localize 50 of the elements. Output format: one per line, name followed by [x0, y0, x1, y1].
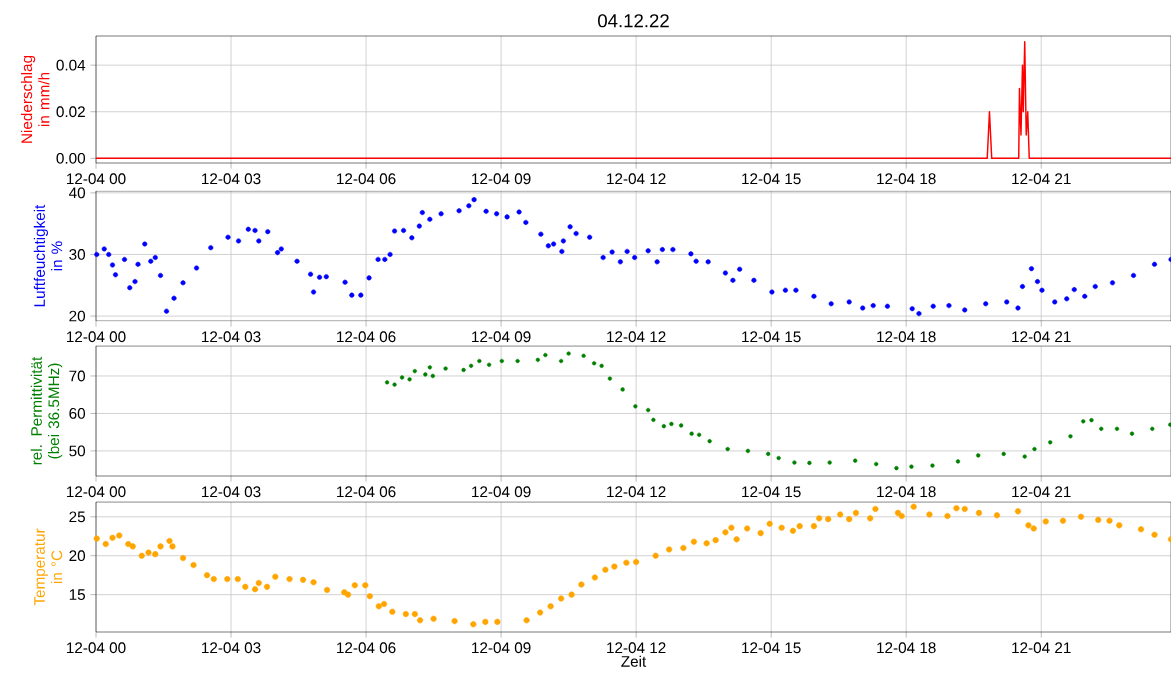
- x-tick-label: 12-04 03: [202, 486, 261, 498]
- x-tick-label: 12-04 15: [742, 331, 801, 343]
- x-tick-label: 12-04 21: [1012, 173, 1071, 185]
- x-tick-label: 12-04 12: [607, 642, 666, 654]
- x-tick-label: 12-04 21: [1012, 331, 1071, 343]
- y-tick-label: 0.04: [56, 59, 86, 71]
- x-tick-label: 12-04 21: [1012, 642, 1071, 654]
- x-tick-label: 12-04 06: [337, 331, 396, 343]
- x-tick-label: 12-04 18: [877, 642, 936, 654]
- y-axis-title: Niederschlag in mm/h: [20, 55, 50, 143]
- y-axis-title: Luftfeuchtigkeit in %: [33, 204, 63, 307]
- x-tick-label: 12-04 06: [337, 486, 396, 498]
- x-tick-label: 12-04 00: [67, 486, 126, 498]
- y-axis-title: rel. Permittivität (bei 36.5MHz): [30, 356, 63, 465]
- x-tick-label: 12-04 00: [67, 331, 126, 343]
- chart-title: 04.12.22: [598, 14, 669, 28]
- x-tick-label: 12-04 03: [202, 642, 261, 654]
- x-tick-label: 12-04 06: [337, 173, 396, 185]
- x-tick-label: 12-04 06: [337, 642, 396, 654]
- y-tick-label: 0.00: [56, 152, 86, 164]
- x-tick-label: 12-04 21: [1012, 486, 1071, 498]
- x-tick-label: 12-04 15: [742, 486, 801, 498]
- x-axis-title: Zeit: [621, 655, 647, 667]
- x-tick-label: 12-04 09: [472, 173, 531, 185]
- x-tick-label: 12-04 03: [202, 331, 261, 343]
- x-tick-label: 12-04 18: [877, 173, 936, 185]
- x-tick-label: 12-04 12: [607, 486, 666, 498]
- x-tick-label: 12-04 12: [607, 173, 666, 185]
- x-tick-label: 12-04 12: [607, 331, 666, 343]
- x-tick-label: 12-04 09: [472, 642, 531, 654]
- y-tick-label: 40: [69, 187, 86, 199]
- x-tick-label: 12-04 03: [202, 173, 261, 185]
- y-tick-label: 0.02: [56, 106, 85, 118]
- x-tick-label: 12-04 18: [877, 331, 936, 343]
- y-tick-label: 50: [69, 445, 86, 457]
- y-tick-label: 30: [69, 249, 86, 260]
- y-tick-label: 20: [69, 550, 86, 562]
- x-tick-label: 12-04 15: [742, 642, 801, 654]
- x-tick-label: 12-04 09: [472, 331, 531, 343]
- y-tick-label: 15: [69, 589, 85, 600]
- y-tick-label: 25: [69, 511, 85, 523]
- y-tick-label: 20: [69, 310, 86, 322]
- y-tick-label: 70: [69, 370, 86, 382]
- x-tick-label: 12-04 00: [67, 642, 126, 654]
- x-tick-label: 12-04 15: [742, 173, 801, 185]
- y-axis-title: Temperatur in °C: [34, 528, 63, 606]
- x-tick-label: 12-04 09: [472, 486, 531, 498]
- x-tick-label: 12-04 00: [67, 173, 126, 185]
- x-tick-label: 12-04 18: [877, 486, 936, 498]
- y-tick-label: 60: [69, 408, 86, 419]
